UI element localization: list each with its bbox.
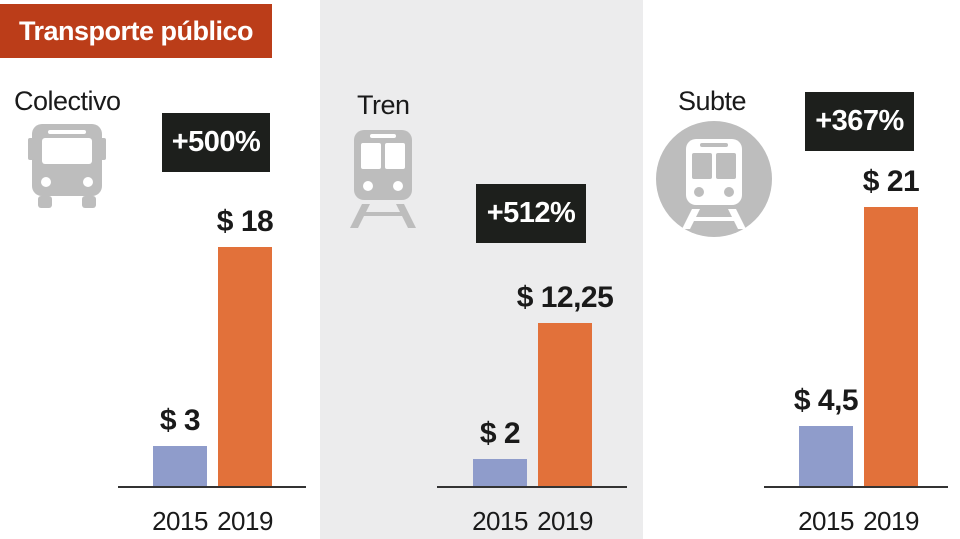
subte-change-badge: +367% [805,92,914,151]
subte-baseline [764,486,948,488]
tren-value-label-2019: $ 12,25 [516,281,614,315]
subte-year-label-2015: 2015 [798,506,854,536]
tren-panel-background [320,0,643,539]
colectivo-year-label-2015: 2015 [152,506,208,536]
colectivo-bar-2015 [153,446,207,486]
subte-value-label-2019: $ 21 [862,164,920,198]
train-icon [348,130,418,235]
tren-year-label-2015: 2015 [472,506,528,536]
colectivo-bar-2019 [218,246,272,486]
bus-icon [28,124,106,215]
page-title: Transporte público [0,4,272,58]
colectivo-value-label-2019: $ 18 [216,204,274,238]
tren-value-label-2015: $ 2 [479,417,521,451]
subte-bar-2015 [799,426,853,486]
subway-icon [656,121,772,242]
tren-bar-2015 [473,459,527,486]
colectivo-value-label-2015: $ 3 [159,404,201,438]
colectivo-year-label-2019: 2019 [217,506,273,536]
tren-baseline [437,486,627,488]
subte-year-label-2019: 2019 [863,506,919,536]
tren-bar-2019 [538,323,592,486]
tren-change-badge: +512% [476,184,586,243]
tren-year-label-2019: 2019 [537,506,593,536]
colectivo-baseline [118,486,306,488]
subte-value-label-2015: $ 4,5 [793,384,859,418]
colectivo-label: Colectivo [14,86,121,116]
subte-label: Subte [678,86,747,116]
colectivo-change-badge: +500% [162,113,270,172]
tren-label: Tren [357,90,410,120]
subte-bar-2019 [864,206,918,486]
